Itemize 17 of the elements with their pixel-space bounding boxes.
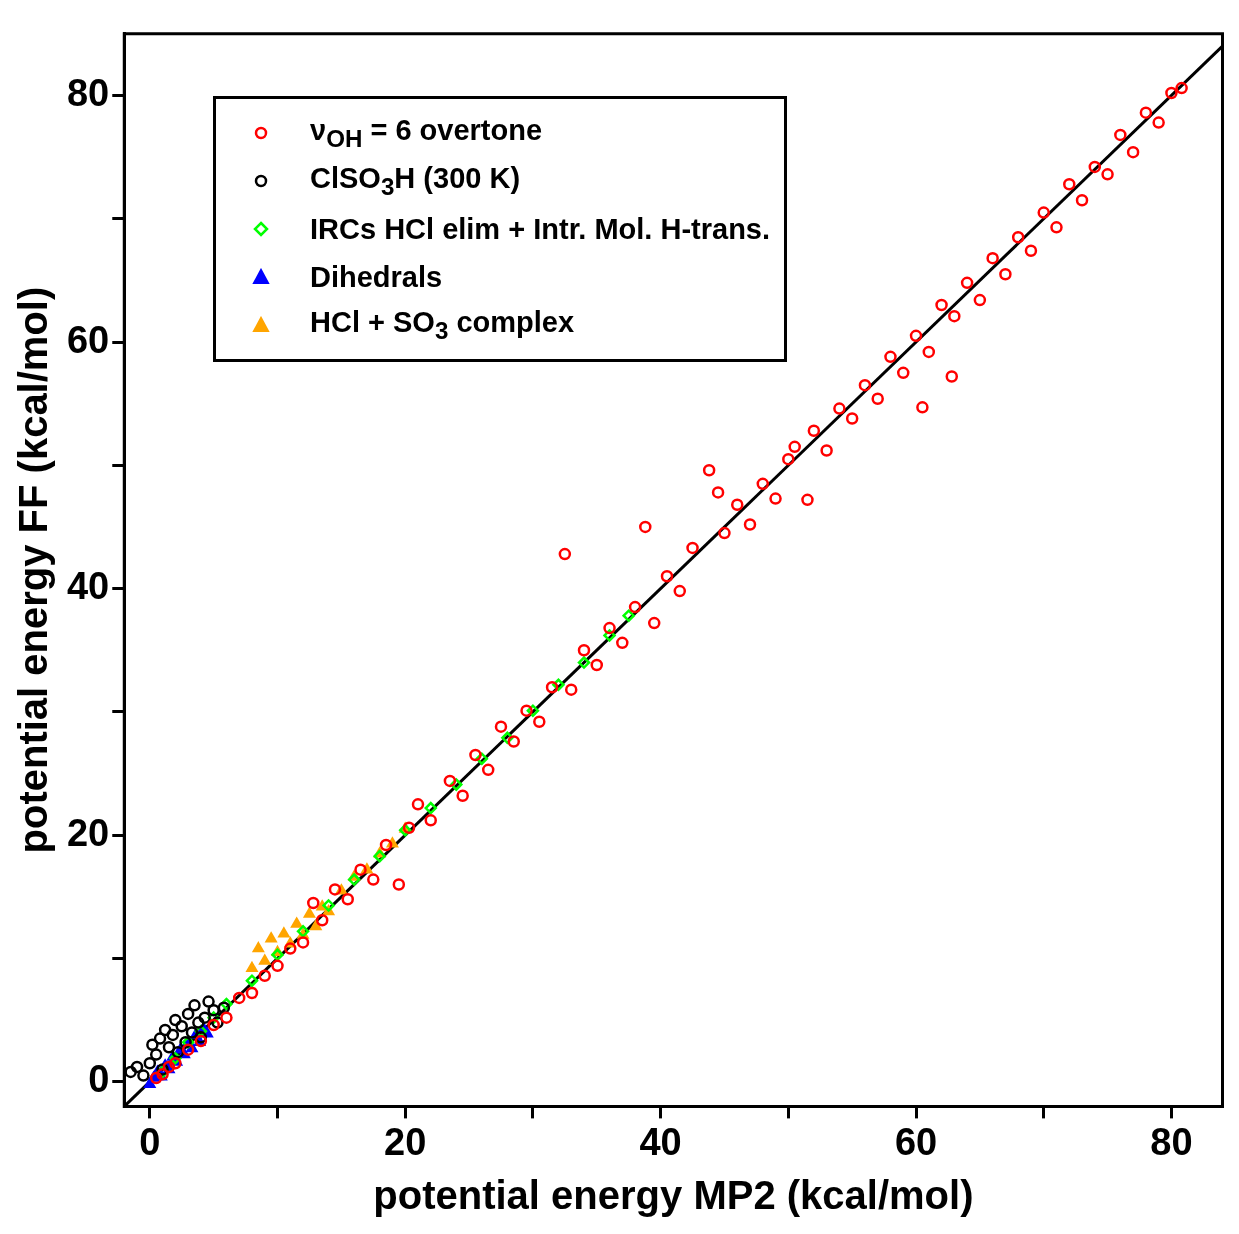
x-tick-label: 40 [639, 1120, 682, 1163]
x-tick-label: 0 [139, 1120, 161, 1163]
legend-label: ClSO$_{3}$H (300 K) [310, 161, 521, 201]
legend-label: Dihedrals [310, 260, 443, 294]
y-tick-label: 80 [66, 71, 110, 114]
legend-label: IRCs HCl elim + Intr. Mol. H-trans. [310, 212, 771, 246]
x-tick-label: 80 [1150, 1120, 1193, 1163]
y-tick-label: 0 [88, 1058, 110, 1101]
y-tick-label: 60 [66, 318, 110, 361]
y-axis-title: potential energy FF (kcal/mol) [11, 286, 56, 854]
legend-label: HCl + SO$_{3}$ complex [310, 305, 575, 345]
y-tick-label: 20 [66, 811, 110, 854]
x-tick-label: 60 [894, 1120, 938, 1163]
y-tick-label: 40 [66, 565, 110, 608]
x-axis-title: potential energy MP2 (kcal/mol) [373, 1173, 974, 1218]
legend-label: ν$_{OH}$ = 6 overtone [310, 113, 543, 153]
x-tick-label: 20 [384, 1120, 427, 1163]
